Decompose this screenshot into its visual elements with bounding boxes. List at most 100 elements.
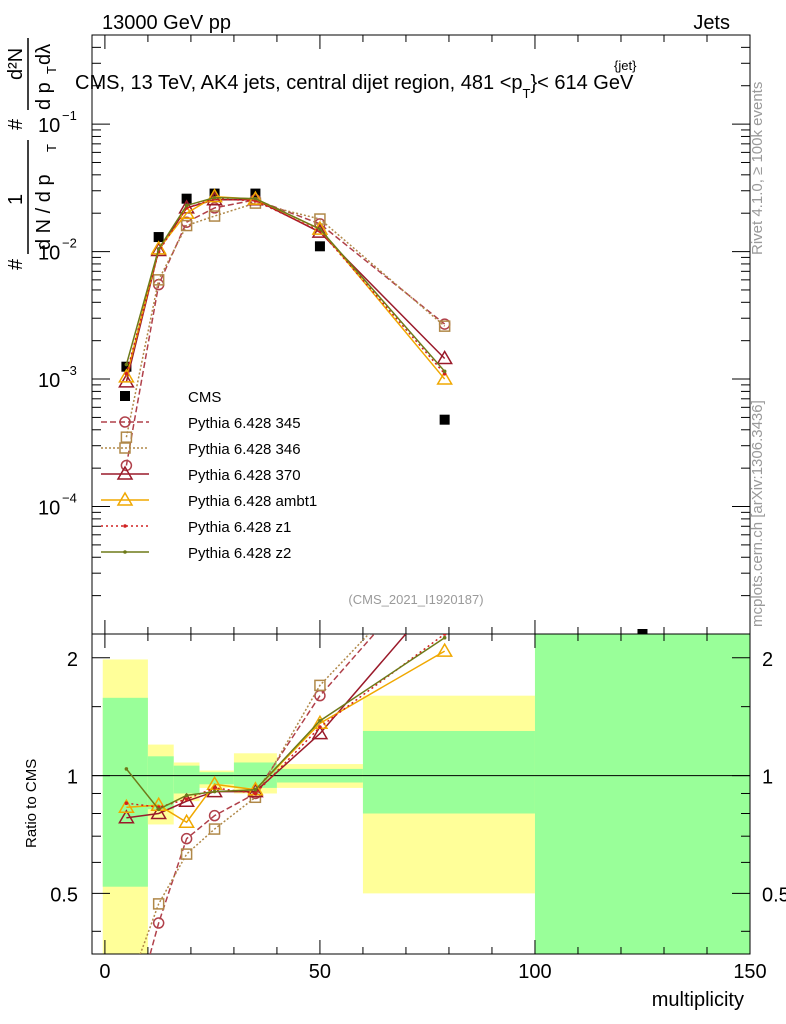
- ratio-point-p370: [206, 783, 223, 798]
- data-point-p370: [436, 349, 453, 365]
- series-ambt1: [118, 188, 453, 385]
- ratio-band-green: [102, 697, 148, 887]
- data-point-ambt1: [118, 368, 135, 383]
- ratio-line-p345: [149, 634, 376, 954]
- legend-entry-p345: Pythia 6.428 345: [101, 415, 301, 432]
- legend-label-p346: Pythia 6.428 346: [188, 441, 301, 458]
- plot-title-sup: {jet}: [614, 58, 637, 73]
- ratio-series-z1: [124, 634, 447, 810]
- ratio-band-green: [173, 765, 200, 794]
- ratio-point-p370: [118, 809, 135, 824]
- legend-entry-z1: Pythia 6.428 z1: [101, 519, 291, 536]
- ratio-y-tick-label-left: 2: [67, 649, 78, 671]
- data-point-p370: [118, 373, 135, 388]
- ratio-point-z2: [184, 793, 189, 798]
- data-point-z2: [253, 196, 258, 201]
- data-point-cms: [181, 193, 192, 204]
- ratio-y-tick-label-right: 0.5: [762, 884, 786, 906]
- ratio-point-p346: [152, 898, 165, 910]
- ratio-point-z2: [124, 767, 129, 771]
- ylabel-one: 1: [5, 194, 27, 205]
- ratio-point-p346: [208, 823, 221, 835]
- x-tick-label: 150: [733, 961, 766, 983]
- legend-entry-ambt1: Pythia 6.428 ambt1: [101, 491, 317, 510]
- legend-label-z2: Pythia 6.428 z2: [188, 545, 291, 562]
- ylabel-dp: d p: [33, 82, 55, 110]
- series-z1: [124, 196, 447, 376]
- series-line-p346: [125, 202, 446, 438]
- ratio-y-tick-label-left: 0.5: [50, 884, 78, 906]
- ratio-point-z2: [156, 807, 161, 812]
- x-axis-label: multiplicity: [652, 989, 744, 1011]
- ratio-point-z2: [253, 787, 258, 792]
- y-tick-label: 10: [38, 498, 60, 520]
- data-point-z2: [184, 203, 189, 208]
- ylabel-t-sub2: T: [44, 66, 59, 74]
- ratio-point-z1: [184, 797, 189, 802]
- ratio-point-p370: [311, 725, 329, 740]
- data-point-p346: [208, 210, 221, 222]
- legend-label-cms: CMS: [188, 389, 221, 406]
- energy-label: 13000 GeV pp: [102, 12, 231, 34]
- data-point-ambt1: [150, 240, 167, 255]
- ratio-line-p346: [139, 634, 370, 954]
- data-point-p370: [311, 223, 329, 238]
- ratio-point-p346: [121, 987, 131, 997]
- rivet-version-label: Rivet 4.1.0, ≥ 100k events: [749, 82, 766, 255]
- ratio-band-green: [534, 634, 750, 954]
- data-point-p346: [438, 320, 451, 332]
- ratio-y-tick-label-left: 1: [67, 767, 78, 789]
- ratio-point-ambt1: [178, 813, 195, 828]
- ratio-point-p346: [180, 848, 193, 860]
- main-y-axis-label: # 1 d N / d p T # d p T d²N dλ: [5, 38, 59, 270]
- ratio-point-p345: [440, 549, 450, 559]
- data-point-z2: [124, 362, 129, 367]
- data-point-p370: [150, 241, 167, 257]
- y-tick-exponent: −4: [62, 491, 77, 506]
- data-point-cms: [314, 241, 325, 252]
- ylabel-hash2: #: [5, 118, 27, 130]
- legend-marker-p345: [119, 416, 131, 428]
- legend-entry-p370: Pythia 6.428 370: [101, 465, 301, 484]
- y-tick-label: 10: [38, 370, 60, 392]
- data-point-z1: [442, 371, 447, 376]
- ylabel-d2n: d²N: [5, 48, 27, 80]
- data-point-z2: [442, 369, 447, 374]
- legend-marker-p346: [119, 442, 131, 454]
- data-point-cms: [439, 414, 450, 425]
- legend-entry-p346: Pythia 6.428 346: [101, 441, 301, 458]
- legend-label-p370: Pythia 6.428 370: [188, 467, 301, 484]
- ratio-point-z1: [442, 634, 447, 636]
- ylabel-hash1: #: [5, 258, 27, 270]
- ratio-plot-frame: [91, 633, 751, 955]
- ylabel-dlambda: dλ: [33, 44, 55, 65]
- ratio-point-z1: [253, 791, 258, 796]
- ratio-point-p370: [150, 805, 167, 820]
- plot-title-main: CMS, 13 TeV, AK4 jets, central dijet reg…: [75, 72, 523, 94]
- legend-entry-z2: Pythia 6.428 z2: [101, 545, 291, 562]
- data-point-p346: [152, 274, 165, 286]
- analysis-id: (CMS_2021_I1920187): [348, 592, 483, 607]
- y-tick-exponent: −3: [62, 363, 77, 378]
- data-point-z2: [318, 227, 322, 231]
- data-point-p345: [208, 202, 221, 214]
- ratio-point-z2: [442, 635, 447, 640]
- legend-marker-z2: [123, 550, 127, 554]
- ratio-series-z2: [124, 635, 447, 812]
- data-point-z2: [156, 247, 161, 251]
- ratio-point-p346: [314, 679, 326, 692]
- ratio-point-p345: [208, 809, 221, 822]
- data-point-z1: [124, 371, 129, 376]
- y-tick-exponent: −2: [62, 236, 77, 251]
- ratio-point-ambt1: [118, 798, 135, 813]
- plot-title-tail: }< 614 GeV: [530, 72, 634, 94]
- data-point-ambt1: [436, 370, 453, 385]
- ratio-point-p370: [178, 792, 195, 807]
- ylabel-t-sub: T: [44, 144, 59, 152]
- x-tick-label: 100: [518, 961, 551, 983]
- ylabel-dndpt: d N / d p: [33, 174, 55, 250]
- ratio-y-tick-label-right: 2: [762, 649, 773, 671]
- x-tick-label: 50: [309, 961, 331, 983]
- ratio-point-z2: [318, 719, 322, 723]
